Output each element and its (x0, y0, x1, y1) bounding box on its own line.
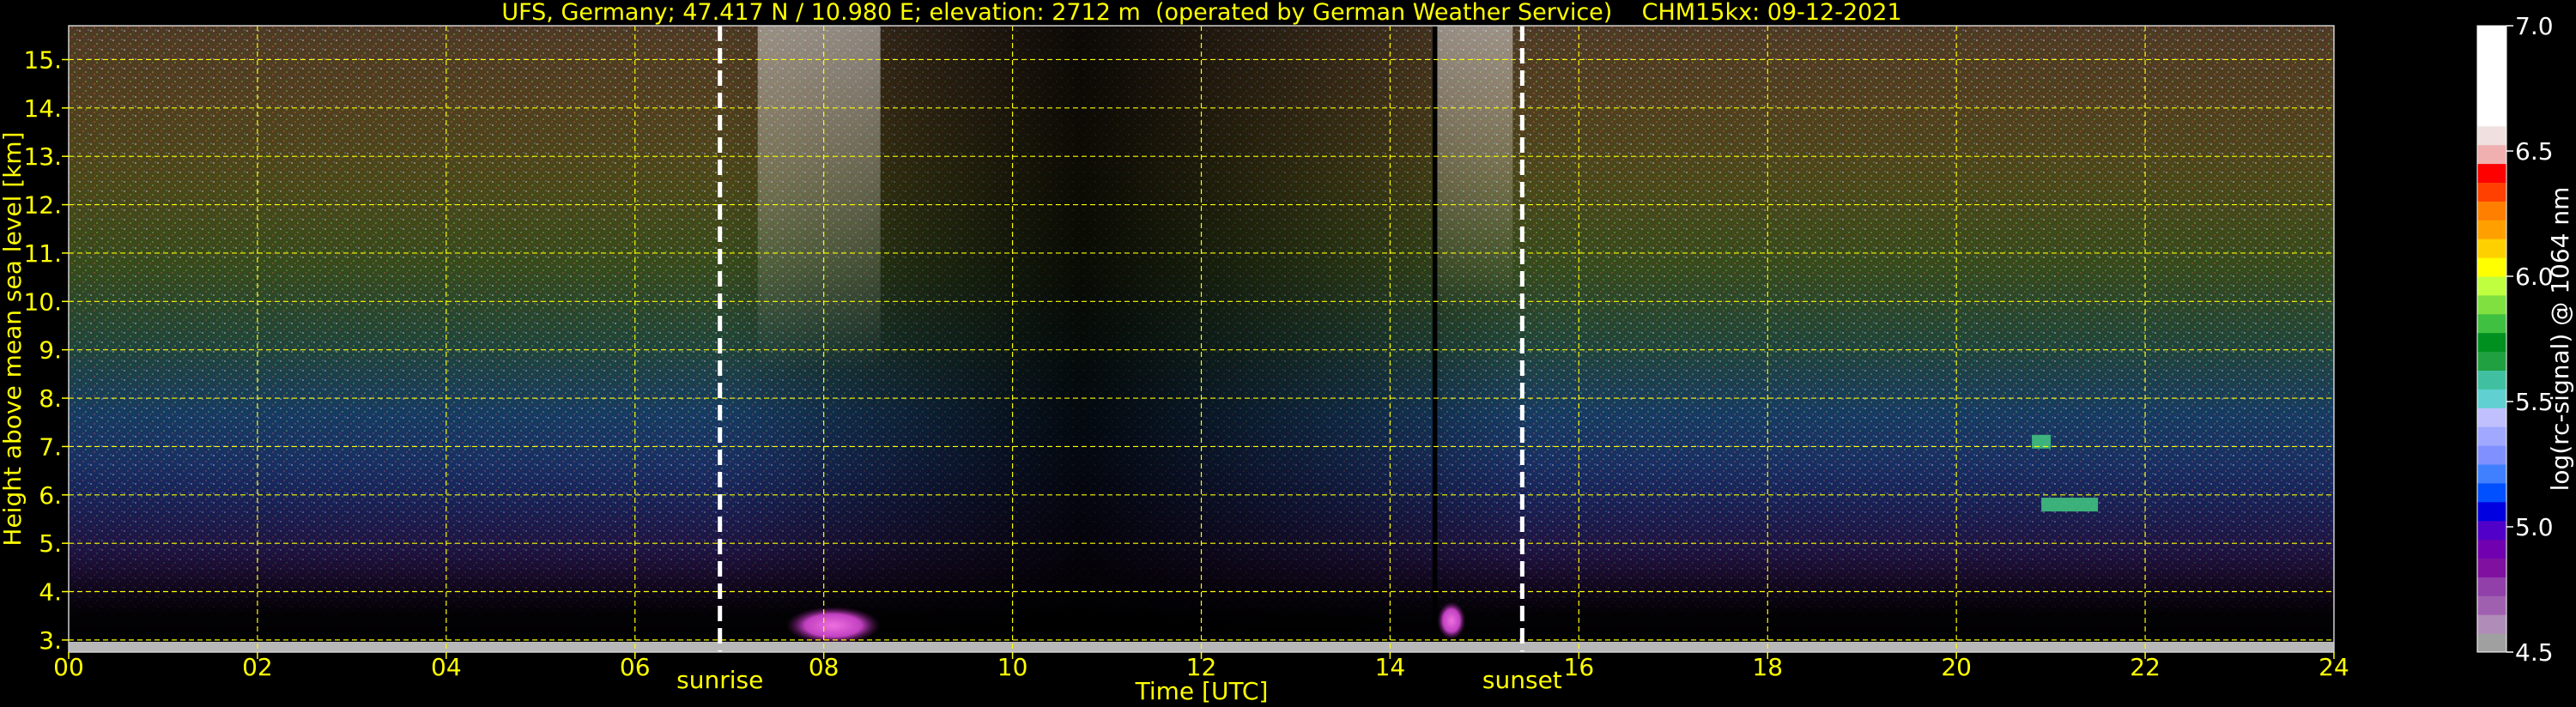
colorbar-swatch (2477, 501, 2506, 522)
y-tick-label: 7. (39, 432, 62, 461)
x-tick-label: 22 (2130, 653, 2161, 681)
y-tick-label: 15. (23, 45, 62, 74)
sunrise-label: sunrise (676, 666, 763, 694)
colorbar-swatch (2477, 614, 2506, 634)
x-tick-label: 24 (2318, 653, 2349, 681)
x-tick-label: 00 (53, 653, 84, 681)
x-axis-label: Time [UTC] (1135, 677, 1269, 705)
x-tick-label: 02 (242, 653, 273, 681)
colorbar-swatch (2477, 577, 2506, 596)
colorbar-swatch (2477, 633, 2506, 653)
y-tick-label: 6. (39, 481, 62, 510)
x-tick-label: 18 (1752, 653, 1783, 681)
y-tick-label: 3. (39, 626, 62, 655)
y-tick-label: 5. (39, 529, 62, 558)
colorbar-tick-label: 5.5 (2515, 388, 2554, 416)
colorbar-swatch (2477, 482, 2506, 503)
colorbar-swatch (2477, 239, 2506, 258)
colorbar-swatch (2477, 144, 2506, 165)
y-tick-label: 9. (39, 336, 62, 365)
colorbar-tick-label: 6.5 (2515, 137, 2554, 166)
plot-area (69, 26, 2334, 652)
colorbar-tick-label: 6.0 (2515, 263, 2554, 291)
colorbar-swatch (2477, 520, 2506, 541)
data-gap (1432, 26, 1438, 652)
colorbar-swatch (2477, 464, 2506, 484)
colorbar-swatch (2477, 595, 2506, 615)
colorbar-tick-label: 7.0 (2515, 12, 2554, 40)
x-tick-label: 04 (431, 653, 462, 681)
colorbar-swatch (2477, 182, 2506, 202)
colorbar-swatch (2477, 313, 2506, 334)
colorbar-label: log(rc-signal) @ 1064 nm (2546, 187, 2574, 492)
x-tick-label: 06 (620, 653, 651, 681)
colorbar: 4.5 5.0 5.5 6.0 6.5 7.0 log(rc-signal) @ 1064… (2476, 12, 2574, 667)
x-tick-label: 20 (1941, 653, 1972, 681)
colorbar-swatch (2477, 201, 2506, 221)
y-axis-label: Height above mean sea level [km] (0, 131, 27, 546)
y-tick-label: 4. (39, 578, 62, 607)
colorbar-frame (2476, 25, 2507, 653)
y-tick-label: 12. (23, 191, 62, 220)
aerosol-layer-feature (785, 606, 881, 644)
colorbar-swatch (2477, 426, 2506, 446)
x-tick-label: 08 (809, 653, 839, 681)
colorbar-swatch (2477, 125, 2506, 146)
y-tick-label: 13. (23, 142, 62, 171)
solar-noise-column (1437, 26, 1513, 308)
y-tick-label: 8. (39, 384, 62, 413)
chart-title: UFS, Germany; 47.417 N / 10.980 E; eleva… (501, 0, 1901, 26)
y-tick-label: 11. (23, 239, 62, 268)
y-tick-label: 14. (23, 94, 62, 123)
colorbar-swatch (2477, 558, 2506, 577)
colorbar-swatch (2477, 370, 2506, 390)
colorbar-swatch (2477, 389, 2506, 408)
x-tick-label: 14 (1375, 653, 1406, 681)
x-tick-label: 10 (997, 653, 1028, 681)
colorbar-tick-label: 4.5 (2515, 638, 2554, 667)
colorbar-swatch (2477, 220, 2506, 239)
colorbar-swatch (2477, 539, 2506, 559)
x-tick-label: 16 (1564, 653, 1595, 681)
cloud-feature (2041, 498, 2099, 512)
colorbar-swatch (2477, 26, 2506, 127)
colorbar-swatch (2477, 276, 2506, 296)
colorbar-swatch (2477, 351, 2506, 371)
colorbar-swatch (2477, 163, 2506, 183)
colorbar-swatch (2477, 445, 2506, 465)
aerosol-layer-feature (1437, 601, 1466, 640)
sunset-label: sunset (1482, 666, 1562, 694)
x-tick-label: 12 (1186, 653, 1217, 681)
colorbar-swatch (2477, 294, 2506, 315)
colorbar-swatch (2477, 257, 2506, 277)
solar-noise-column (757, 26, 881, 371)
cloud-feature (2032, 434, 2052, 449)
colorbar-swatch (2477, 332, 2506, 353)
colorbar-swatch (2477, 408, 2506, 427)
colorbar-tick-label: 5.0 (2515, 513, 2554, 541)
y-tick-label: 10. (23, 287, 62, 316)
